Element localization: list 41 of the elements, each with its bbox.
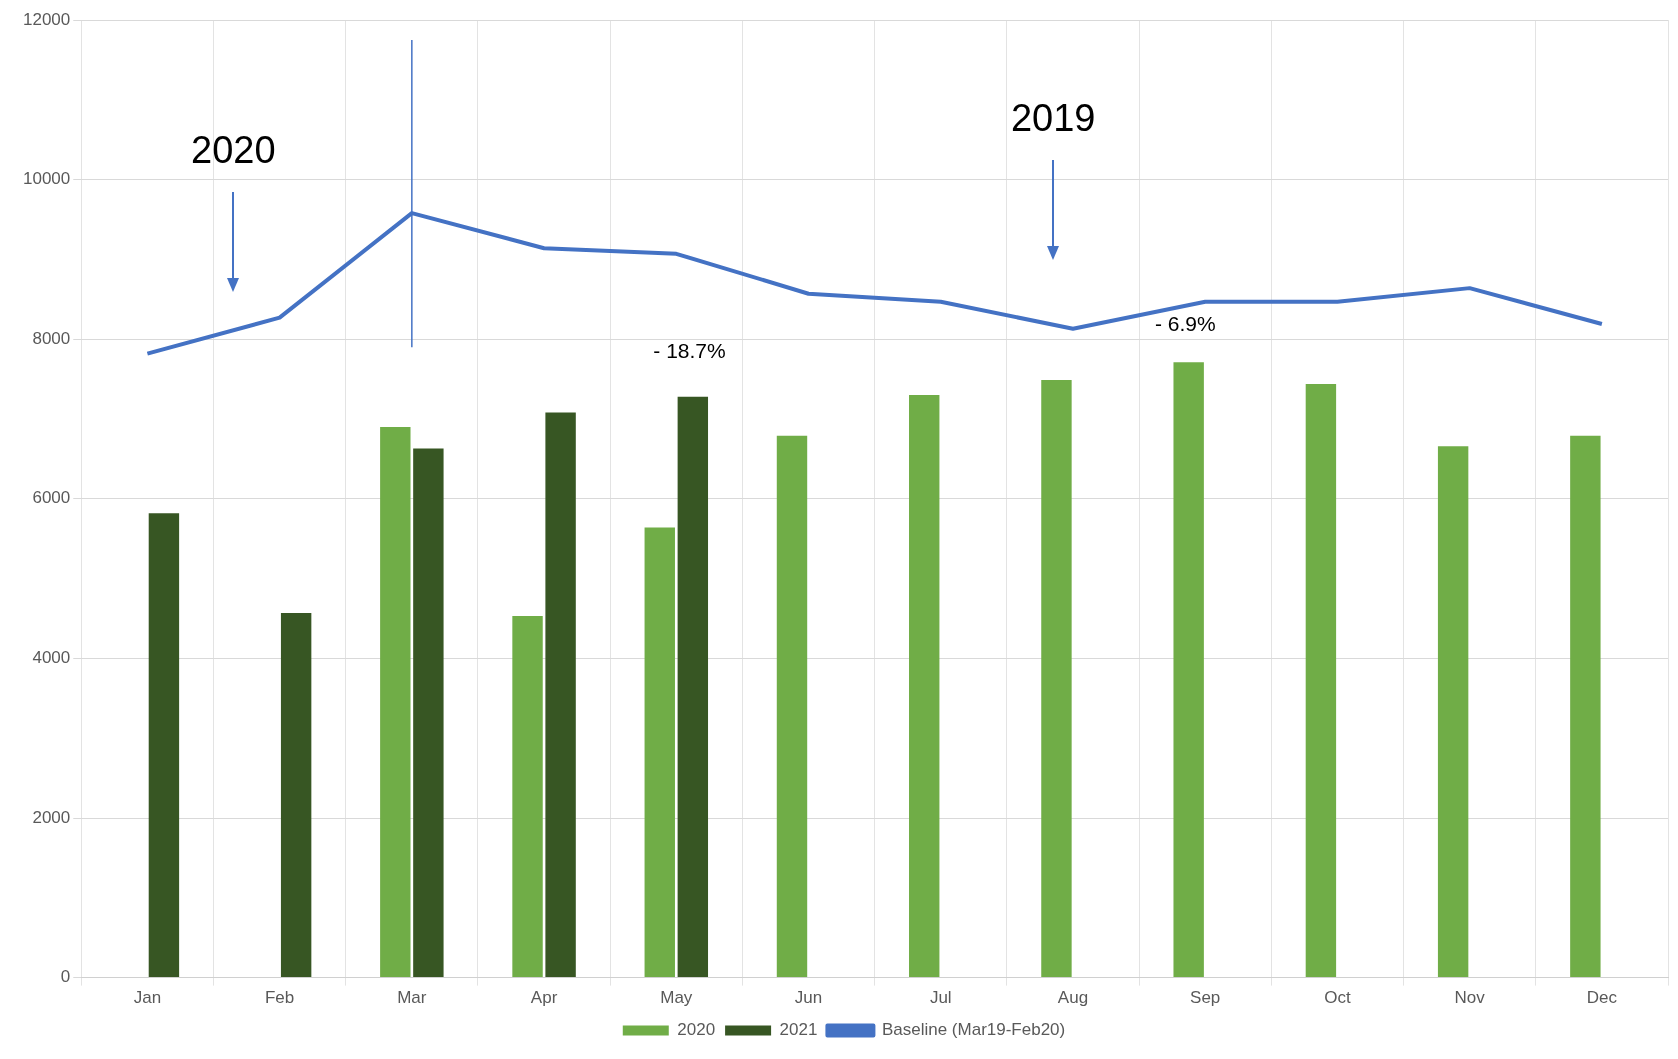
bar [512,616,543,978]
y-tick-label: 4000 [32,648,71,668]
x-tick-label: Sep [1190,988,1221,1008]
y-tick-label: 0 [60,967,71,987]
bar [677,396,709,978]
annotation: 2019 [1010,97,1096,140]
x-tick-label: Oct [1324,988,1351,1008]
x-tick-label: Dec [1586,988,1618,1008]
y-tick-label: 6000 [32,488,71,508]
bar [644,527,675,978]
bar [1041,379,1072,978]
bar [1305,383,1337,978]
y-tick-label: 12000 [22,9,71,29]
bar [280,612,312,978]
bar [1570,435,1601,978]
bar [1437,446,1469,978]
legend-label: 2021 [779,1020,818,1040]
annotation: 2020 [191,129,276,172]
y-tick-label: 8000 [32,328,71,348]
x-tick-label: May [660,988,693,1008]
x-tick-label: Jan [133,988,162,1008]
x-tick-label: Jun [794,988,823,1008]
x-tick-label: Feb [264,988,295,1008]
bar [380,426,411,978]
x-tick-label: Aug [1057,988,1089,1008]
bar [776,435,808,978]
legend-label: Baseline (Mar19-Feb20) [881,1020,1066,1040]
x-tick-label: Nov [1454,988,1486,1008]
y-tick-label: 10000 [22,169,71,189]
legend-label: 2020 [677,1020,716,1040]
annotation: - 6.9% [1155,311,1216,335]
bar [148,513,180,978]
y-tick-label: 2000 [32,807,71,827]
annotation: - 18.7% [653,339,726,363]
bar [545,412,576,978]
bar [413,448,444,978]
x-tick-label: Apr [530,988,558,1008]
bar [1173,362,1204,978]
bar [909,395,940,978]
x-tick-label: Mar [397,988,427,1008]
x-tick-label: Jul [929,988,952,1008]
